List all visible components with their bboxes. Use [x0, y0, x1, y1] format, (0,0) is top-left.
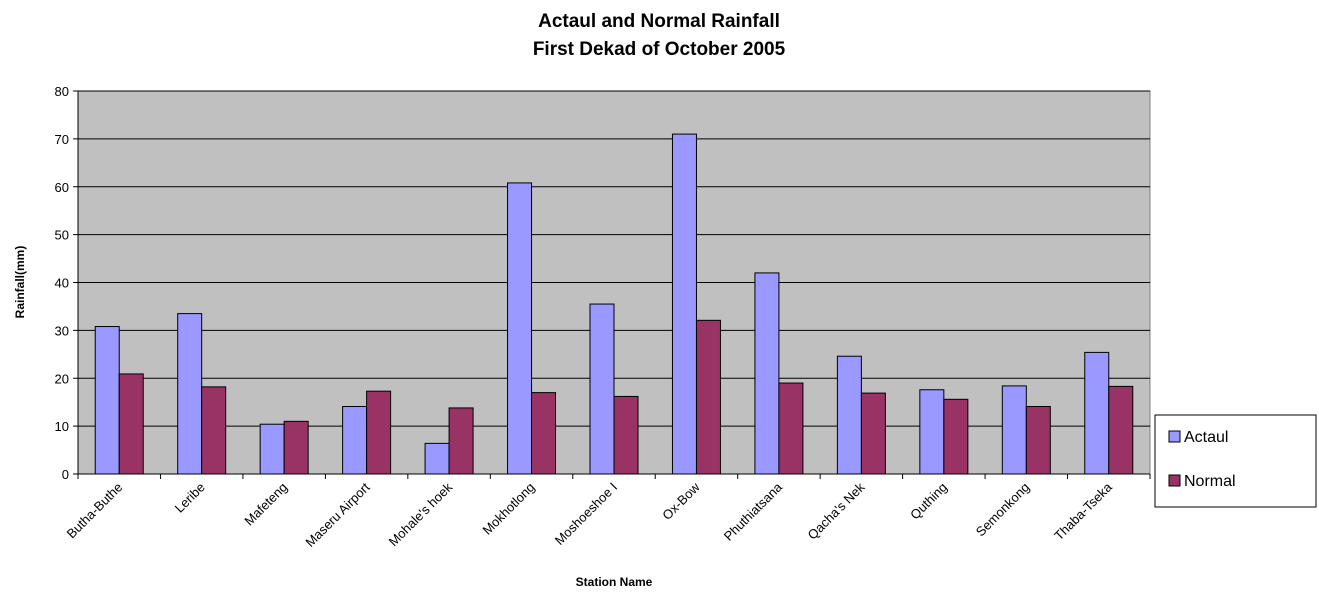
- bar-normal-12: [1108, 385, 1134, 475]
- bar-actaul-10: [919, 389, 945, 475]
- bar-actaul-7: [671, 133, 697, 475]
- bar-actaul-5: [507, 182, 533, 475]
- bars: [94, 133, 1134, 475]
- x-tick-label: Thaba-Tseka: [1051, 479, 1115, 543]
- legend-swatch-actaul: [1168, 430, 1181, 443]
- legend-label-actaul: Actaul: [1184, 429, 1228, 446]
- gridlines: [78, 90, 1150, 427]
- bar-normal-8: [778, 382, 804, 475]
- x-tick-label: Semonkong: [973, 480, 1033, 540]
- bar-normal-4: [448, 407, 474, 475]
- x-tick-label: Quthing: [907, 480, 950, 523]
- bar-normal-11: [1025, 405, 1051, 475]
- chart-subtitle: First Dekad of October 2005: [533, 39, 786, 60]
- y-axis-label: Rainfall(mm): [13, 246, 27, 319]
- bar-actaul-8: [754, 272, 780, 475]
- y-tick-label: 60: [55, 180, 69, 195]
- y-tick-label: 0: [62, 467, 69, 482]
- bar-normal-0: [118, 373, 144, 475]
- axes: [73, 90, 1151, 479]
- bar-normal-9: [860, 392, 886, 475]
- x-tick-labels: Butha-Buthe Leribe Mafeteng Maseru Airport M…: [64, 479, 1116, 550]
- bar-actaul-12: [1084, 351, 1110, 475]
- x-axis-label: Station Name: [576, 575, 653, 589]
- bar-actaul-4: [424, 442, 450, 475]
- x-tick-label: Phuthiatsana: [721, 479, 786, 544]
- legend-swatch-normal: [1168, 474, 1181, 487]
- legend-label-normal: Normal: [1184, 473, 1236, 490]
- bar-actaul-11: [1001, 385, 1027, 475]
- x-tick-label: Ox-Bow: [659, 479, 703, 523]
- bar-normal-7: [695, 319, 721, 475]
- chart-title: Actaul and Normal Rainfall: [538, 11, 780, 32]
- bar-actaul-3: [342, 405, 368, 475]
- x-tick-label: Mokhotlong: [480, 480, 538, 538]
- y-tick-label: 40: [55, 276, 69, 291]
- bar-normal-3: [366, 390, 392, 475]
- y-tick-label: 80: [55, 84, 69, 99]
- bar-actaul-9: [836, 355, 862, 475]
- legend-box: [1154, 414, 1317, 508]
- bar-actaul-0: [94, 326, 120, 475]
- x-tick-label: Leribe: [172, 480, 208, 516]
- y-tick-label: 70: [55, 132, 69, 147]
- bar-normal-6: [613, 395, 639, 475]
- bar-normal-1: [201, 386, 227, 475]
- legend: Actaul Normal: [1154, 414, 1317, 508]
- y-tick-label: 10: [55, 419, 69, 434]
- y-tick-labels: 0 10 20 30 40 50 60 70 80: [55, 84, 69, 482]
- bar-actaul-1: [177, 313, 203, 475]
- bar-actaul-6: [589, 303, 615, 475]
- bar-normal-2: [283, 420, 309, 475]
- y-tick-label: 50: [55, 228, 69, 243]
- bar-normal-10: [943, 398, 969, 475]
- x-tick-label: Mafeteng: [241, 480, 290, 529]
- y-tick-label: 30: [55, 323, 69, 338]
- x-tick-label: Moshoeshoe I: [552, 480, 620, 548]
- x-tick-label: Butha-Buthe: [64, 480, 126, 542]
- x-tick-label: Qacha's Nek: [805, 479, 868, 542]
- x-tick-label: Maseru Airport: [302, 479, 373, 550]
- y-tick-label: 20: [55, 371, 69, 386]
- bar-actaul-2: [259, 423, 285, 475]
- x-tick-label: Mohale's hoek: [386, 479, 456, 549]
- bar-normal-5: [531, 392, 557, 475]
